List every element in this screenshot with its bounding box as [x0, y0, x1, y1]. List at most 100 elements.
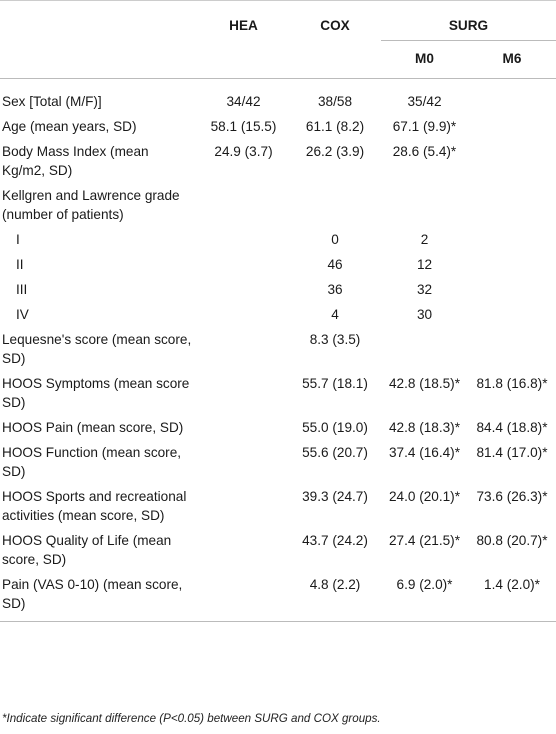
cell-m6: 73.6 (26.3)*	[476, 489, 548, 504]
table-row: Lequesne's score (mean score, SD) 8.3 (3…	[0, 327, 556, 371]
table-row: HOOS Pain (mean score, SD) 55.0 (19.0) 4…	[0, 415, 556, 440]
cell-m0: 27.4 (21.5)*	[388, 533, 461, 548]
cell-hea: 34/42	[226, 94, 261, 109]
cell-m6	[468, 227, 556, 252]
table-row: HOOS Symptoms (mean score SD) 55.7 (18.1…	[0, 371, 556, 415]
cell-cox: 4.8 (2.2)	[309, 577, 361, 592]
row-label: HOOS Pain (mean score, SD)	[2, 420, 184, 435]
row-label: Lequesne's score (mean score, SD)	[2, 332, 192, 366]
header-cox: COX	[320, 18, 350, 33]
row-label: HOOS Quality of Life (mean score, SD)	[2, 533, 172, 567]
cell-m6	[468, 139, 556, 183]
table-footnote: *Indicate significant difference (P<0.05…	[2, 712, 381, 725]
cell-cox: 39.3 (24.7)	[302, 489, 368, 504]
table-body: Sex [Total (M/F)] 34/42 38/58 35/42 Age …	[0, 79, 556, 622]
header-surg: SURG	[381, 0, 556, 41]
cell-hea	[198, 415, 289, 440]
cell-cox: 55.0 (19.0)	[302, 420, 368, 435]
header-m0: M0	[415, 51, 434, 66]
cell-cox: 61.1 (8.2)	[305, 119, 365, 134]
cell-m0: 12	[416, 257, 433, 272]
table-row: HOOS Function (mean score, SD) 55.6 (20.…	[0, 440, 556, 484]
cell-m0	[381, 327, 468, 371]
cell-cox: 0	[331, 232, 339, 247]
cell-cox: 38/58	[317, 94, 353, 109]
cell-m6: 81.4 (17.0)*	[476, 445, 548, 460]
cell-m6	[468, 252, 556, 277]
table-row: Pain (VAS 0-10) (mean score, SD) 4.8 (2.…	[0, 572, 556, 622]
table-row: IV 4 30	[0, 302, 556, 327]
cell-hea: 58.1 (15.5)	[210, 119, 277, 134]
cell-hea	[198, 252, 289, 277]
cell-m0: 6.9 (2.0)*	[396, 577, 453, 592]
table-row: II 46 12	[0, 252, 556, 277]
cell-hea	[198, 183, 289, 227]
header-hea: HEA	[229, 18, 258, 33]
cell-cox: 8.3 (3.5)	[309, 332, 361, 347]
row-label: Body Mass Index (mean Kg/m2, SD)	[2, 144, 149, 178]
cell-hea	[198, 302, 289, 327]
cell-m0: 24.0 (20.1)*	[388, 489, 461, 504]
cell-m0: 32	[416, 282, 433, 297]
cell-hea: 24.9 (3.7)	[214, 144, 273, 159]
row-label: HOOS Function (mean score, SD)	[2, 445, 182, 479]
header-blank	[0, 1, 198, 41]
cell-m0: 67.1 (9.9)*	[392, 119, 457, 134]
table-row: HOOS Quality of Life (mean score, SD) 43…	[0, 528, 556, 572]
cell-cox: 26.2 (3.9)	[305, 144, 365, 159]
cell-m0: 42.8 (18.5)*	[388, 376, 461, 391]
row-label: HOOS Sports and recreational activities …	[2, 489, 187, 523]
row-label: Age (mean years, SD)	[2, 119, 137, 134]
row-label: IV	[16, 307, 29, 322]
header-blank-2	[0, 41, 198, 79]
cell-m0: 2	[420, 232, 429, 247]
cell-cox: 36	[327, 282, 343, 297]
row-label: III	[16, 282, 28, 297]
table-row: HOOS Sports and recreational activities …	[0, 484, 556, 528]
cell-m6: 80.8 (20.7)*	[476, 533, 548, 548]
cell-m0: 37.4 (16.4)*	[388, 445, 461, 460]
cell-m6: 1.4 (2.0)*	[484, 577, 540, 592]
table-row: III 36 32	[0, 277, 556, 302]
header-blank-3	[198, 41, 289, 79]
row-label: Pain (VAS 0-10) (mean score, SD)	[2, 577, 183, 611]
table-row: Body Mass Index (mean Kg/m2, SD) 24.9 (3…	[0, 139, 556, 183]
table-row: Sex [Total (M/F)] 34/42 38/58 35/42	[0, 79, 556, 115]
cell-hea	[198, 484, 289, 528]
cell-m6: 81.8 (16.8)*	[476, 376, 548, 391]
cell-m6	[468, 114, 556, 139]
table-header: HEA COX SURG M0 M6	[0, 0, 556, 79]
cell-hea	[198, 277, 289, 302]
cell-cox: 4	[331, 307, 339, 322]
cell-cox	[289, 183, 381, 227]
cell-m6	[468, 79, 556, 115]
cell-cox: 46	[327, 257, 343, 272]
table-row: I 0 2	[0, 227, 556, 252]
cell-m6: 84.4 (18.8)*	[476, 420, 548, 435]
header-blank-4	[289, 41, 381, 79]
row-label: Sex [Total (M/F)]	[2, 94, 102, 109]
cell-hea	[198, 371, 289, 415]
row-label: HOOS Symptoms (mean score SD)	[2, 376, 190, 410]
row-label: I	[16, 232, 20, 247]
cell-m6	[468, 327, 556, 371]
cell-m6	[468, 277, 556, 302]
cell-hea	[198, 528, 289, 572]
cell-m0: 30	[416, 307, 433, 322]
cell-hea	[198, 327, 289, 371]
row-label: Kellgren and Lawrence grade (number of p…	[2, 188, 180, 222]
cell-m0: 35/42	[407, 94, 442, 109]
cell-m0	[381, 183, 468, 227]
cell-cox: 43.7 (24.2)	[302, 533, 368, 548]
table-row: Age (mean years, SD) 58.1 (15.5) 61.1 (8…	[0, 114, 556, 139]
cell-m6	[468, 183, 556, 227]
cell-m0: 42.8 (18.3)*	[388, 420, 461, 435]
cell-hea	[198, 440, 289, 484]
header-m6: M6	[502, 51, 522, 66]
table-row: Kellgren and Lawrence grade (number of p…	[0, 183, 556, 227]
cell-cox: 55.7 (18.1)	[302, 376, 368, 391]
cell-hea	[198, 227, 289, 252]
cell-hea	[198, 572, 289, 622]
row-label: II	[16, 257, 24, 272]
